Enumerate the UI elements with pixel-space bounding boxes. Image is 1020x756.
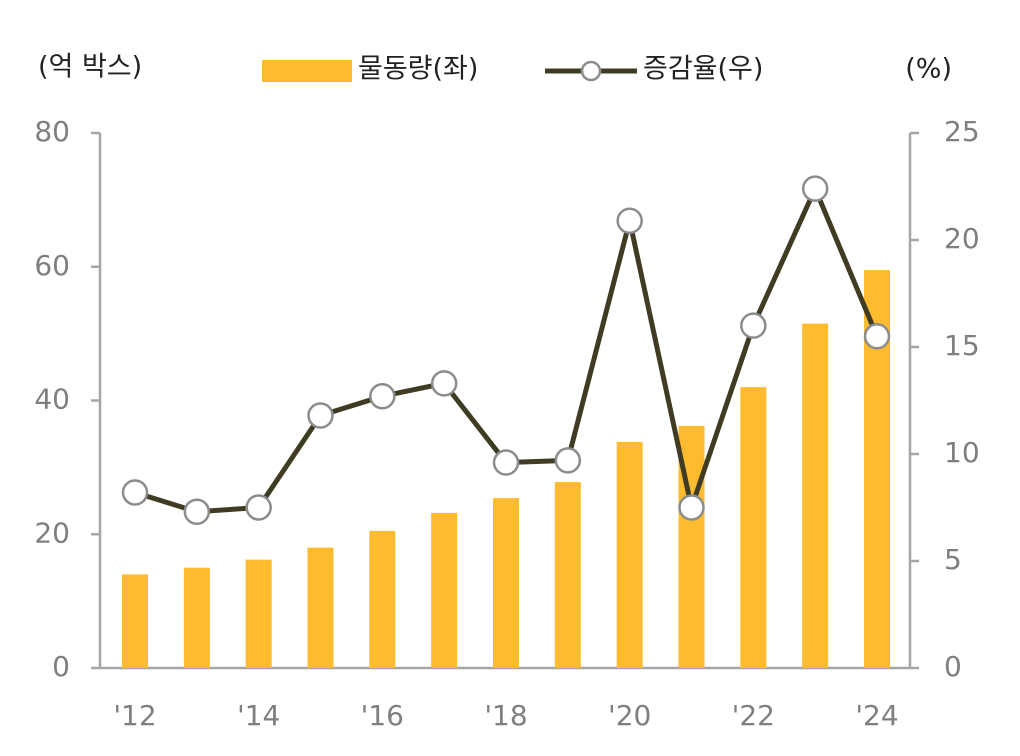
marker — [863, 323, 891, 350]
y2-tick-label: 25 — [944, 115, 980, 148]
marker — [121, 479, 149, 506]
bar — [802, 323, 829, 668]
y-axis-label: (억 박스) — [38, 52, 142, 83]
y-tick-label: 40 — [34, 383, 70, 416]
bar — [307, 547, 334, 668]
bar — [245, 559, 272, 668]
x-tick-label: '22 — [732, 699, 775, 732]
bar — [183, 567, 210, 668]
bar — [369, 530, 396, 668]
x-tick-label: '20 — [608, 699, 651, 732]
legend-label: 증감율(우) — [643, 54, 763, 85]
x-tick-label: '24 — [855, 699, 898, 732]
legend-swatch — [262, 60, 352, 82]
y-tick-label: 20 — [34, 516, 70, 549]
y2-tick-label: 5 — [944, 543, 962, 576]
y2-tick-label: 15 — [944, 329, 980, 362]
marker — [183, 498, 211, 526]
marker — [369, 382, 396, 410]
x-tick-label: '14 — [237, 699, 280, 732]
y2-tick-label: 10 — [944, 436, 980, 469]
bar — [493, 498, 519, 668]
x-tick-label: '16 — [361, 699, 404, 732]
marker — [616, 207, 643, 234]
x-tick-label: '18 — [484, 699, 527, 732]
bar — [740, 387, 767, 668]
x-tick-label: '12 — [113, 699, 156, 732]
y-tick-label: 80 — [34, 115, 70, 148]
legend-marker — [580, 60, 602, 82]
marker — [678, 494, 705, 521]
marker — [492, 449, 520, 476]
marker — [801, 175, 829, 202]
marker — [307, 402, 334, 429]
marker — [740, 312, 767, 339]
marker — [554, 447, 582, 474]
legend-label: 물동량(좌) — [358, 54, 478, 85]
bar — [122, 574, 148, 668]
bar — [431, 512, 458, 668]
y-tick-label: 0 — [52, 650, 70, 683]
marker — [430, 370, 458, 397]
y-tick-label: 60 — [34, 249, 70, 282]
marker — [245, 494, 272, 521]
bar — [616, 441, 643, 668]
bar — [554, 482, 581, 668]
y2-axis-label: (%) — [905, 54, 952, 85]
y2-tick-label: 20 — [944, 222, 980, 255]
y2-tick-label: 0 — [944, 650, 962, 683]
